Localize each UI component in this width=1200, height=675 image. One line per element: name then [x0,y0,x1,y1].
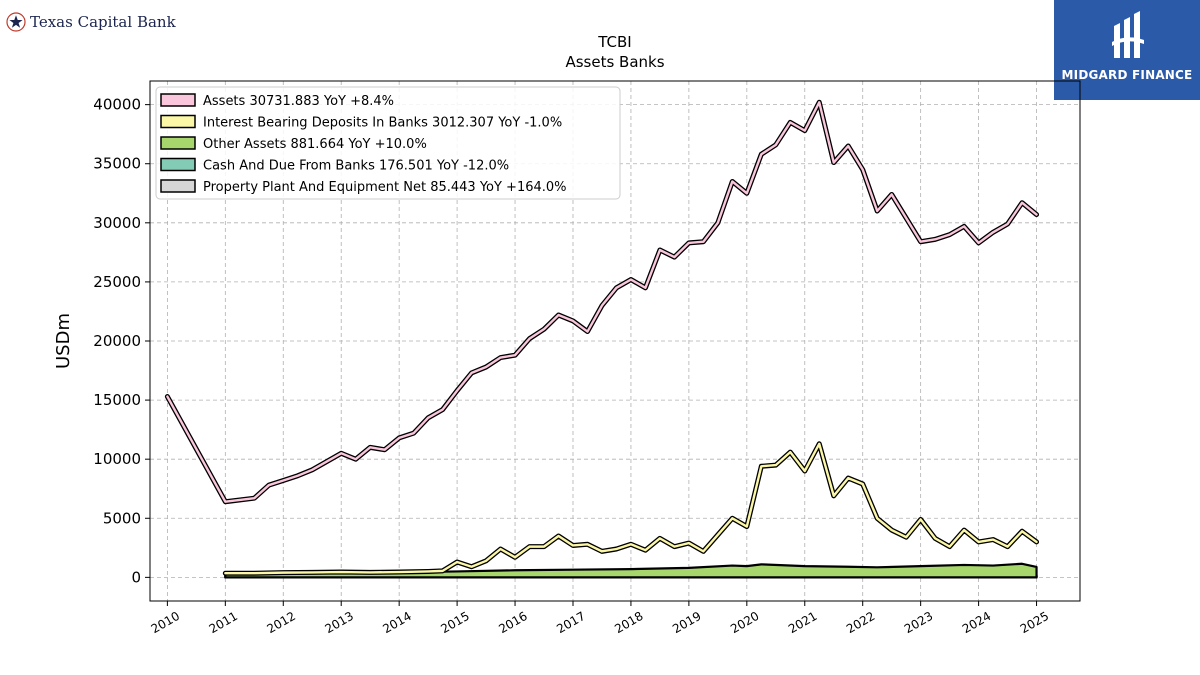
x-tick-label: 2023 [902,609,935,636]
legend-label: Cash And Due From Banks 176.501 YoY -12.… [203,159,509,174]
x-tick-label: 2025 [1018,609,1051,636]
legend-item: Assets 30731.883 YoY +8.4% [160,93,394,109]
x-tick-label: 2022 [844,609,877,636]
x-tick-label: 2013 [322,609,355,636]
x-tick-label: 2017 [554,609,587,636]
y-tick-label: 15000 [93,391,141,409]
series-line [166,101,1038,503]
y-tick-label: 35000 [93,155,141,173]
y-axis-label: USDm [53,313,74,369]
legend-item: Interest Bearing Deposits In Banks 3012.… [160,114,562,131]
x-tick-label: 2016 [496,609,529,636]
midgard-logo-icon [1112,11,1144,58]
x-tick-label: 2014 [380,609,413,636]
x-tick-label: 2012 [265,609,298,636]
x-tick-label: 2019 [670,609,703,636]
x-tick-label: 2021 [786,609,819,636]
x-tick-label: 2010 [149,609,182,636]
legend-swatch [160,136,196,150]
bank-name: Texas Capital Bank [30,13,176,31]
legend-item: Cash And Due From Banks 176.501 YoY -12.… [160,157,509,174]
legend-item: Other Assets 881.664 YoY +10.0% [160,136,427,152]
chart-subtitle: Assets Banks [565,53,664,71]
series-line [224,442,1038,575]
x-tick-label: 2015 [438,609,471,636]
legend-label: Interest Bearing Deposits In Banks 3012.… [203,116,562,131]
legend-label: Property Plant And Equipment Net 85.443 … [203,180,567,195]
y-tick-label: 25000 [93,273,141,291]
legend-swatch [160,179,196,193]
series-assets [164,99,1040,505]
y-tick-label: 5000 [103,509,141,527]
series-interest-bearing-deposits-in-banks [222,441,1040,576]
legend-swatch [160,93,196,107]
legend-swatch [160,114,196,129]
x-tick-label: 2024 [960,609,993,636]
star-seal-icon [6,12,26,32]
brand-logo: MIDGARD FINANCE [1054,0,1200,100]
brand-name: MIDGARD FINANCE [1061,68,1193,82]
legend: Assets 30731.883 YoY +8.4% Interest Beari… [155,86,621,200]
series-layer [164,99,1040,579]
legend-label: Other Assets 881.664 YoY +10.0% [203,137,427,152]
legend-item: Property Plant And Equipment Net 85.443 … [160,179,567,195]
x-tick-label: 2018 [612,609,645,636]
bank-logo: Texas Capital Bank [6,12,176,32]
x-tick-label: 2020 [728,609,761,636]
legend-box [155,86,621,200]
legend-swatch [160,157,196,172]
y-tick-label: 10000 [93,450,141,468]
y-tick-label: 20000 [93,332,141,350]
y-tick-label: 0 [131,568,141,586]
y-tick-label: 30000 [93,214,141,232]
chart-title: TCBI [597,33,631,51]
x-tick-label: 2011 [207,609,240,636]
legend-label: Assets 30731.883 YoY +8.4% [203,94,394,109]
y-tick-label: 40000 [93,96,141,114]
